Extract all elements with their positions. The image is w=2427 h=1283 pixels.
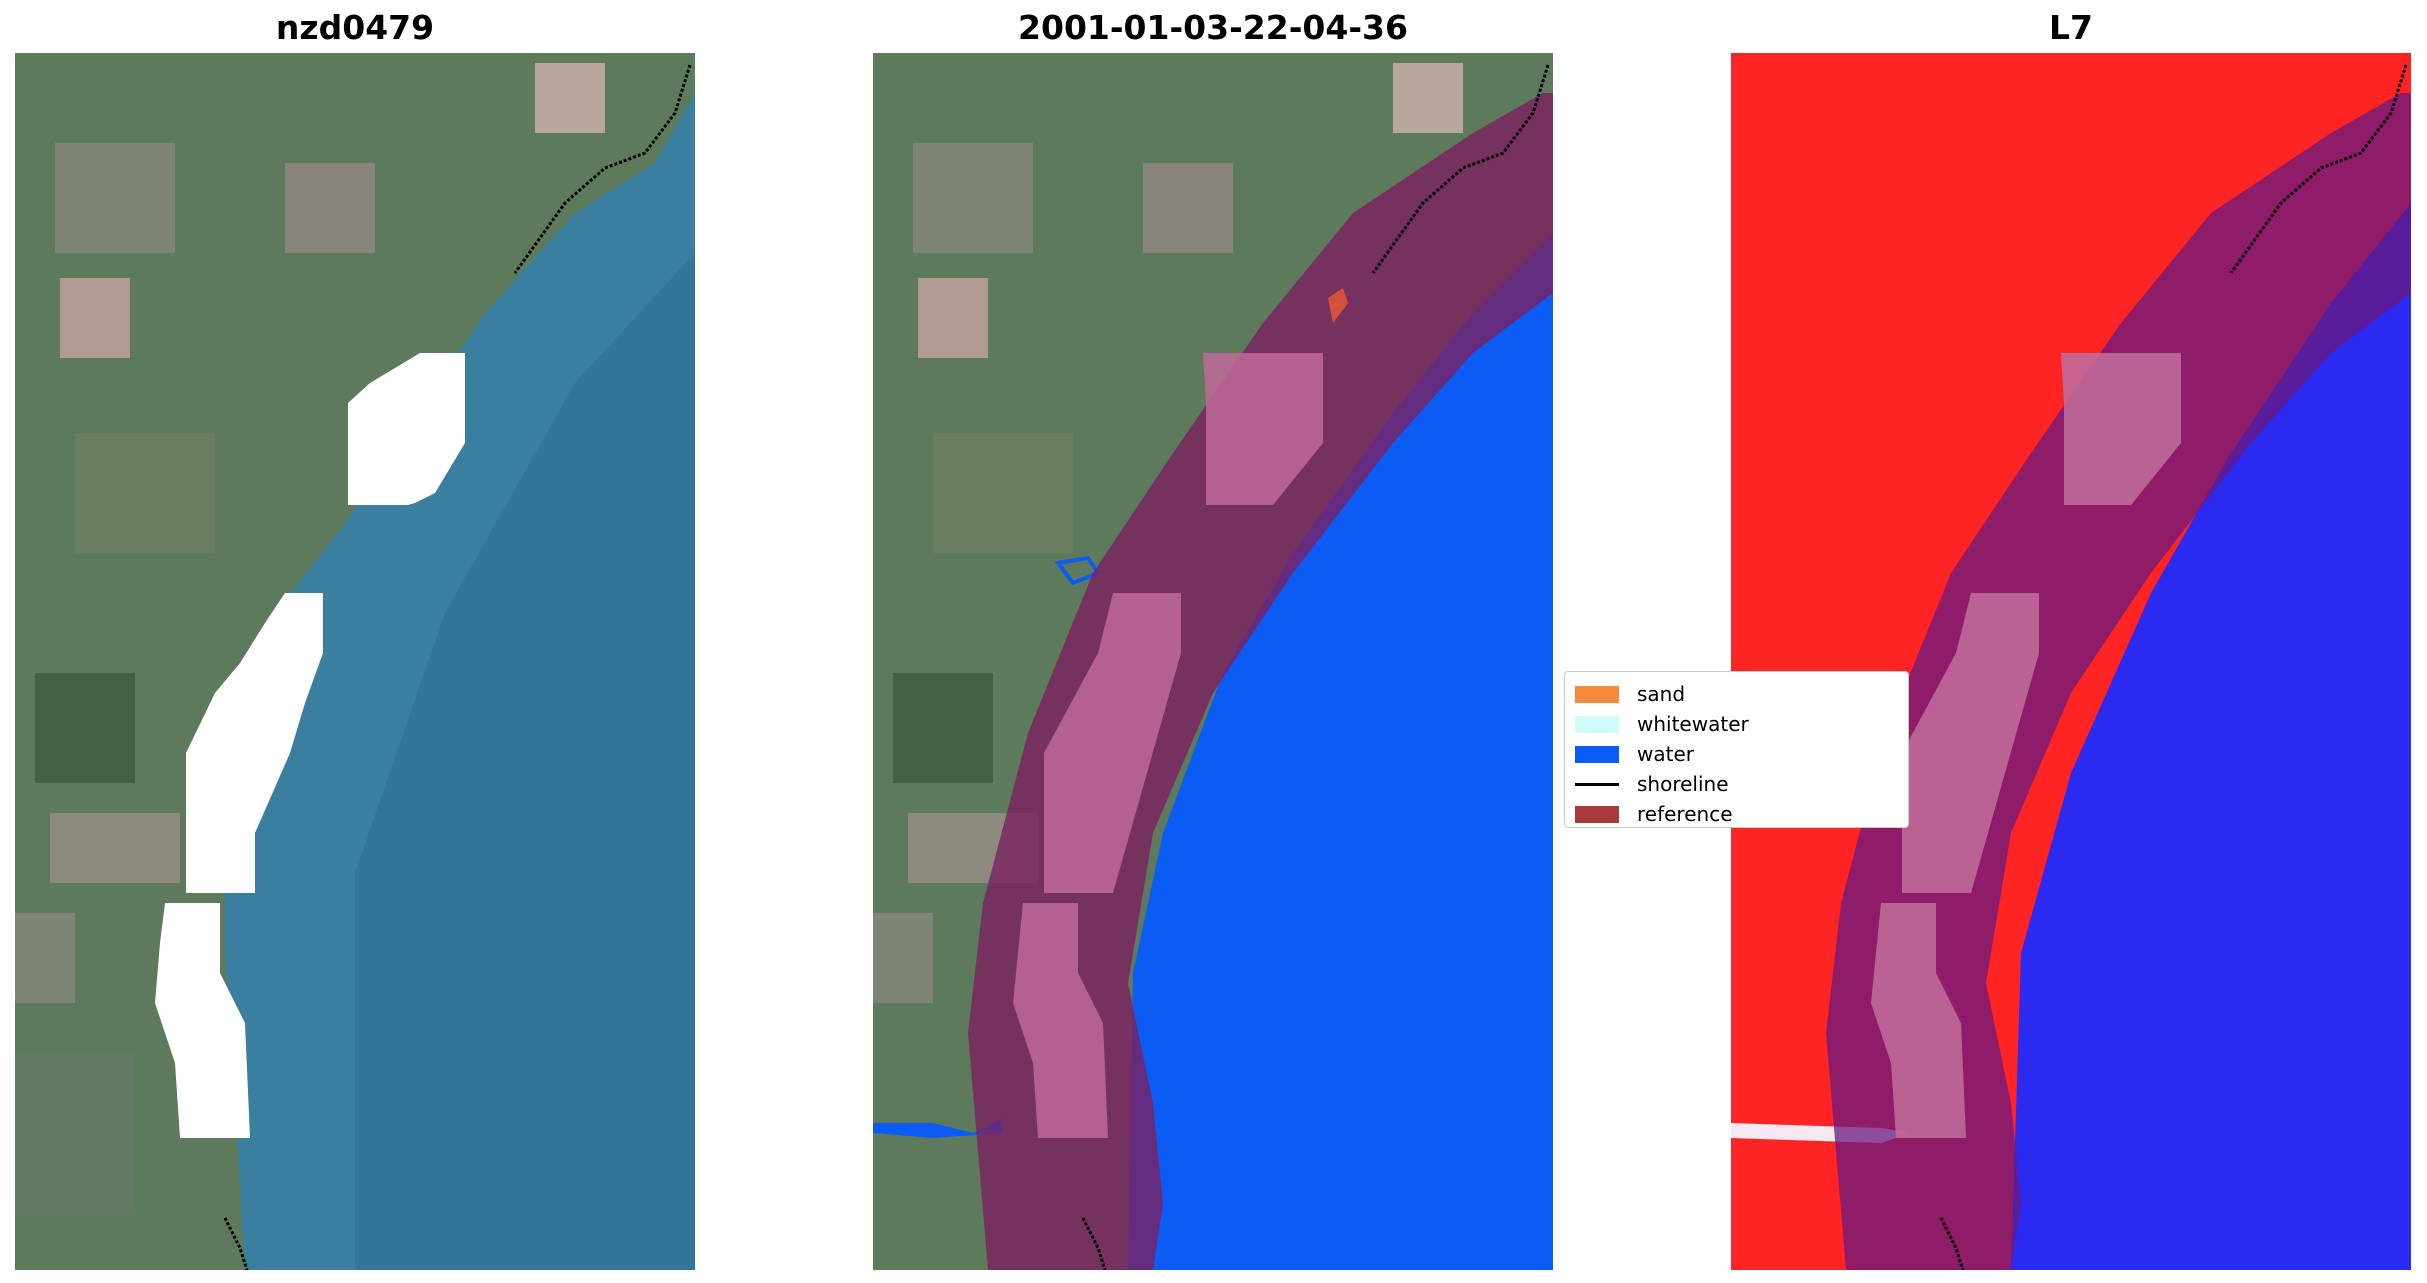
sand-swatch [1575,685,1619,703]
reference-buffer [968,93,1553,1270]
panel-title-rgb: nzd0479 [275,8,435,47]
legend-label: sand [1637,682,1686,706]
shoreline-swatch [1575,782,1619,786]
index-image [1731,53,2411,1270]
legend-label: shoreline [1637,772,1729,796]
classification-image [873,53,1553,1270]
legend-item-whitewater: whitewater [1575,712,1749,736]
water-swatch [1575,745,1619,763]
whitewater-swatch [1575,715,1619,733]
legend-item-shoreline: shoreline [1575,772,1729,796]
panel-title-index: L7 [2049,8,2093,47]
classification-panel [873,53,1553,1270]
water-class-area [1128,233,1553,1270]
reference-swatch [1575,805,1619,823]
index-panel [1731,53,2411,1270]
legend-label: whitewater [1637,712,1749,736]
legend: sand whitewater water shoreline referenc… [1564,671,1909,828]
rgb-image [15,53,695,1270]
water-index-area [2011,203,2411,1270]
legend-item-sand: sand [1575,682,1685,706]
legend-label: water [1637,742,1694,766]
legend-item-reference: reference [1575,802,1733,826]
panel-title-classification: 2001-01-03-22-04-36 [1018,8,1408,47]
rgb-image-panel [15,53,695,1270]
legend-item-water: water [1575,742,1694,766]
shoreline-line [1371,64,1550,274]
legend-label: reference [1637,802,1733,826]
